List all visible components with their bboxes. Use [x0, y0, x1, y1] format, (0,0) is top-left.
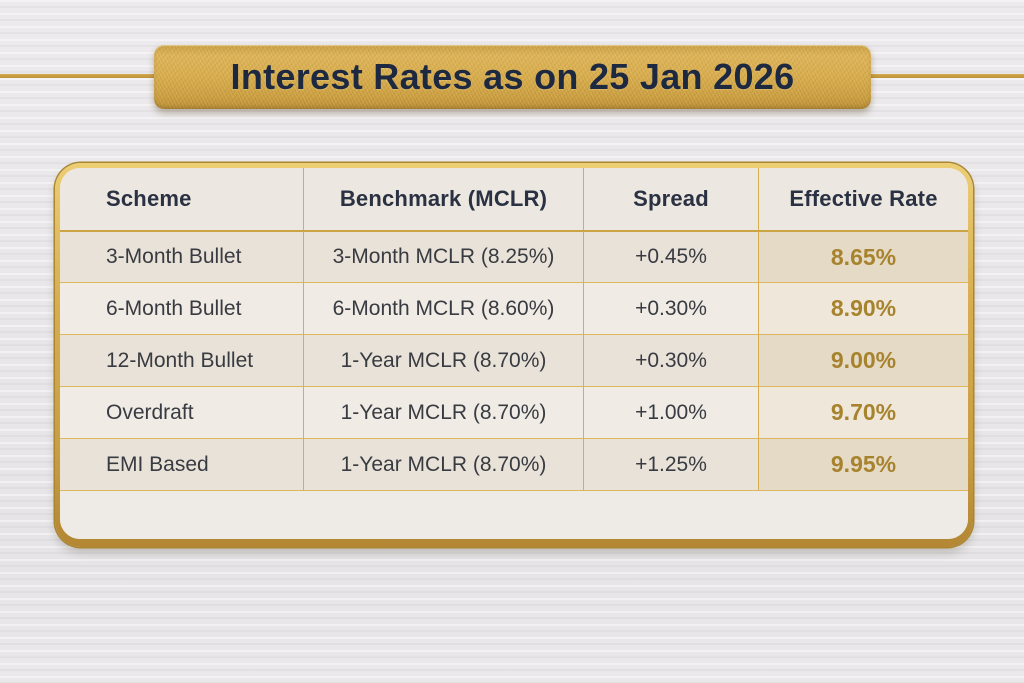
effective-rate-cell: 8.90% — [758, 282, 968, 334]
effective-rate-value: 8.90% — [830, 295, 897, 321]
benchmark-value: 1-Year MCLR (8.70%) — [340, 348, 547, 372]
benchmark-cell: 1-Year MCLR (8.70%) — [303, 334, 583, 386]
benchmark-cell: 1-Year MCLR (8.70%) — [303, 438, 583, 490]
benchmark-value: 1-Year MCLR (8.70%) — [340, 452, 547, 476]
benchmark-cell: 1-Year MCLR (8.70%) — [303, 386, 583, 438]
column-header-benchmark: Benchmark (MCLR) — [303, 168, 583, 230]
rates-card-inner: Scheme Benchmark (MCLR) Spread Effective… — [60, 168, 968, 539]
column-header-spread: Spread — [583, 168, 758, 230]
scheme-value: Overdraft — [106, 400, 194, 424]
effective-rate-value: 8.65% — [830, 243, 897, 270]
benchmark-value: 1-Year MCLR (8.70%) — [340, 400, 547, 424]
column-header-scheme: Scheme — [60, 168, 303, 230]
scheme-value: 3-Month Bullet — [106, 245, 242, 268]
benchmark-value: 3-Month MCLR (8.25%) — [332, 245, 555, 268]
spread-value: +1.25% — [635, 452, 707, 476]
spread-value: +0.30% — [635, 296, 707, 320]
card-footer-space — [60, 490, 968, 539]
column-header-effective-rate: Effective Rate — [758, 168, 968, 230]
effective-rate-cell: 9.70% — [758, 386, 968, 438]
column-header-label: Benchmark (MCLR) — [339, 186, 548, 211]
rates-card: Scheme Benchmark (MCLR) Spread Effective… — [55, 163, 973, 547]
scheme-cell: 12-Month Bullet — [60, 334, 303, 386]
benchmark-cell: 6-Month MCLR (8.60%) — [303, 282, 583, 334]
effective-rate-cell: 8.65% — [758, 230, 968, 282]
effective-rate-cell: 9.95% — [758, 438, 968, 490]
scheme-cell: 6-Month Bullet — [60, 282, 303, 334]
effective-rate-value: 9.00% — [830, 347, 897, 373]
effective-rate-value: 9.95% — [830, 451, 897, 477]
benchmark-value: 6-Month MCLR (8.60%) — [332, 296, 555, 320]
spread-value: +0.45% — [635, 245, 707, 268]
spread-cell: +1.00% — [583, 386, 758, 438]
spread-cell: +1.25% — [583, 438, 758, 490]
scheme-value: EMI Based — [106, 452, 209, 476]
title-banner: Interest Rates as on 25 Jan 2026 — [154, 45, 871, 109]
benchmark-cell: 3-Month MCLR (8.25%) — [303, 230, 583, 282]
spread-cell: +0.30% — [583, 334, 758, 386]
column-header-label: Effective Rate — [789, 186, 938, 211]
scheme-cell: Overdraft — [60, 386, 303, 438]
scheme-cell: EMI Based — [60, 438, 303, 490]
effective-rate-value: 9.70% — [830, 399, 897, 425]
rates-table: Scheme Benchmark (MCLR) Spread Effective… — [60, 168, 968, 490]
column-header-label: Spread — [633, 186, 709, 211]
effective-rate-cell: 9.00% — [758, 334, 968, 386]
page-title: Interest Rates as on 25 Jan 2026 — [230, 56, 795, 97]
scheme-value: 12-Month Bullet — [106, 348, 254, 372]
spread-cell: +0.30% — [583, 282, 758, 334]
scheme-value: 6-Month Bullet — [106, 296, 242, 320]
scheme-cell: 3-Month Bullet — [60, 230, 303, 282]
spread-value: +0.30% — [635, 348, 707, 372]
column-header-label: Scheme — [106, 186, 192, 211]
spread-cell: +0.45% — [583, 230, 758, 282]
spread-value: +1.00% — [635, 400, 707, 424]
